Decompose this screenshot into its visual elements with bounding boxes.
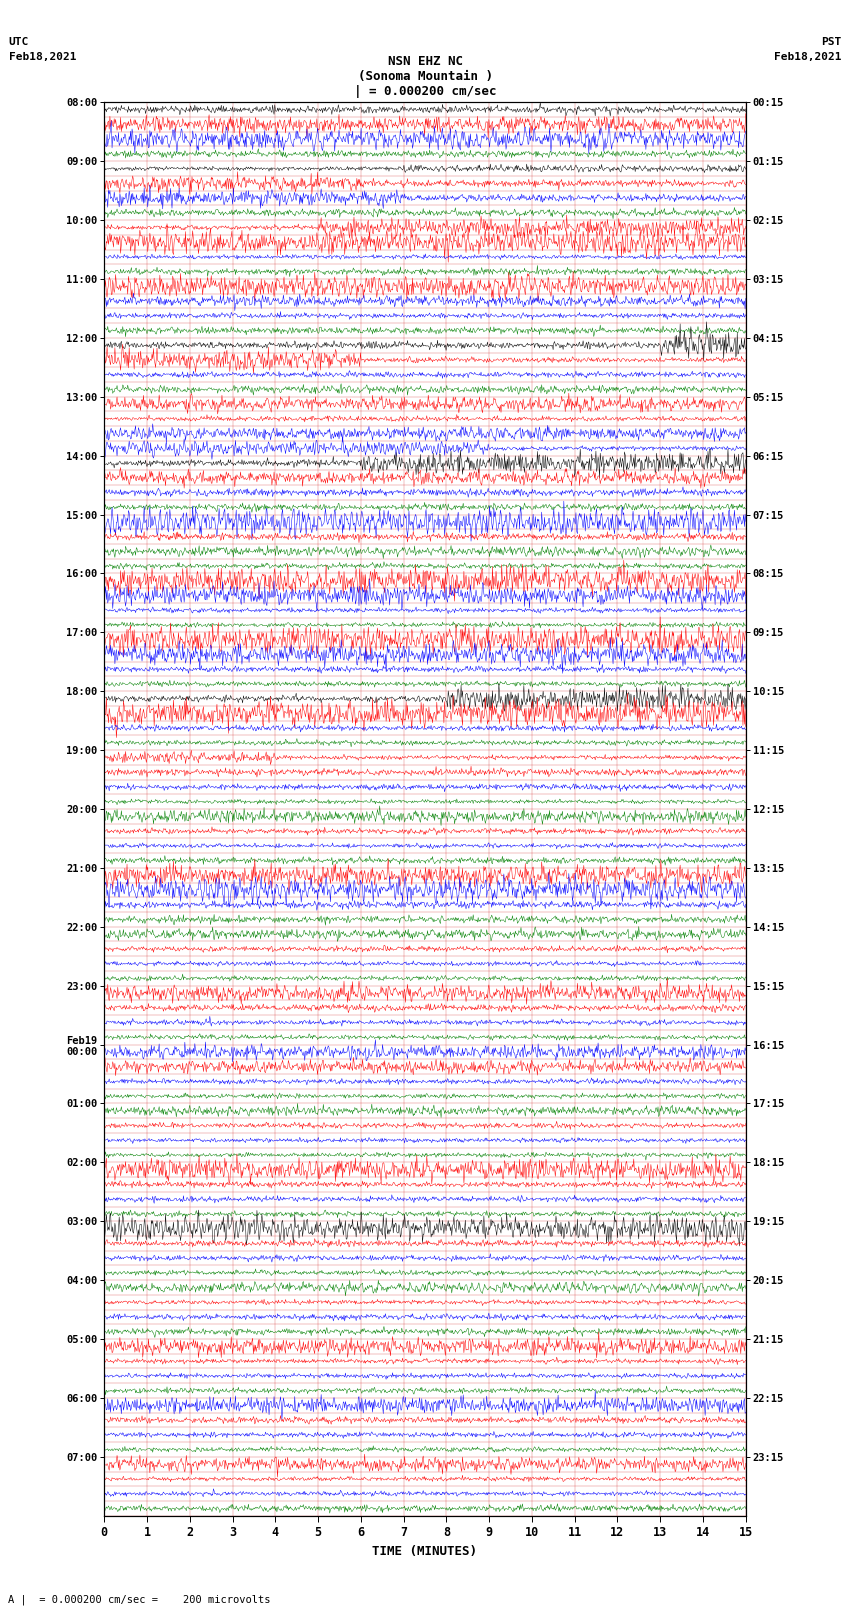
X-axis label: TIME (MINUTES): TIME (MINUTES)	[372, 1545, 478, 1558]
Title: NSN EHZ NC
(Sonoma Mountain )
| = 0.000200 cm/sec: NSN EHZ NC (Sonoma Mountain ) | = 0.0002…	[354, 55, 496, 98]
Text: Feb18,2021: Feb18,2021	[774, 52, 842, 61]
Text: Feb18,2021: Feb18,2021	[8, 52, 76, 61]
Text: PST: PST	[821, 37, 842, 47]
Text: A |  = 0.000200 cm/sec =    200 microvolts: A | = 0.000200 cm/sec = 200 microvolts	[8, 1594, 271, 1605]
Text: UTC: UTC	[8, 37, 29, 47]
